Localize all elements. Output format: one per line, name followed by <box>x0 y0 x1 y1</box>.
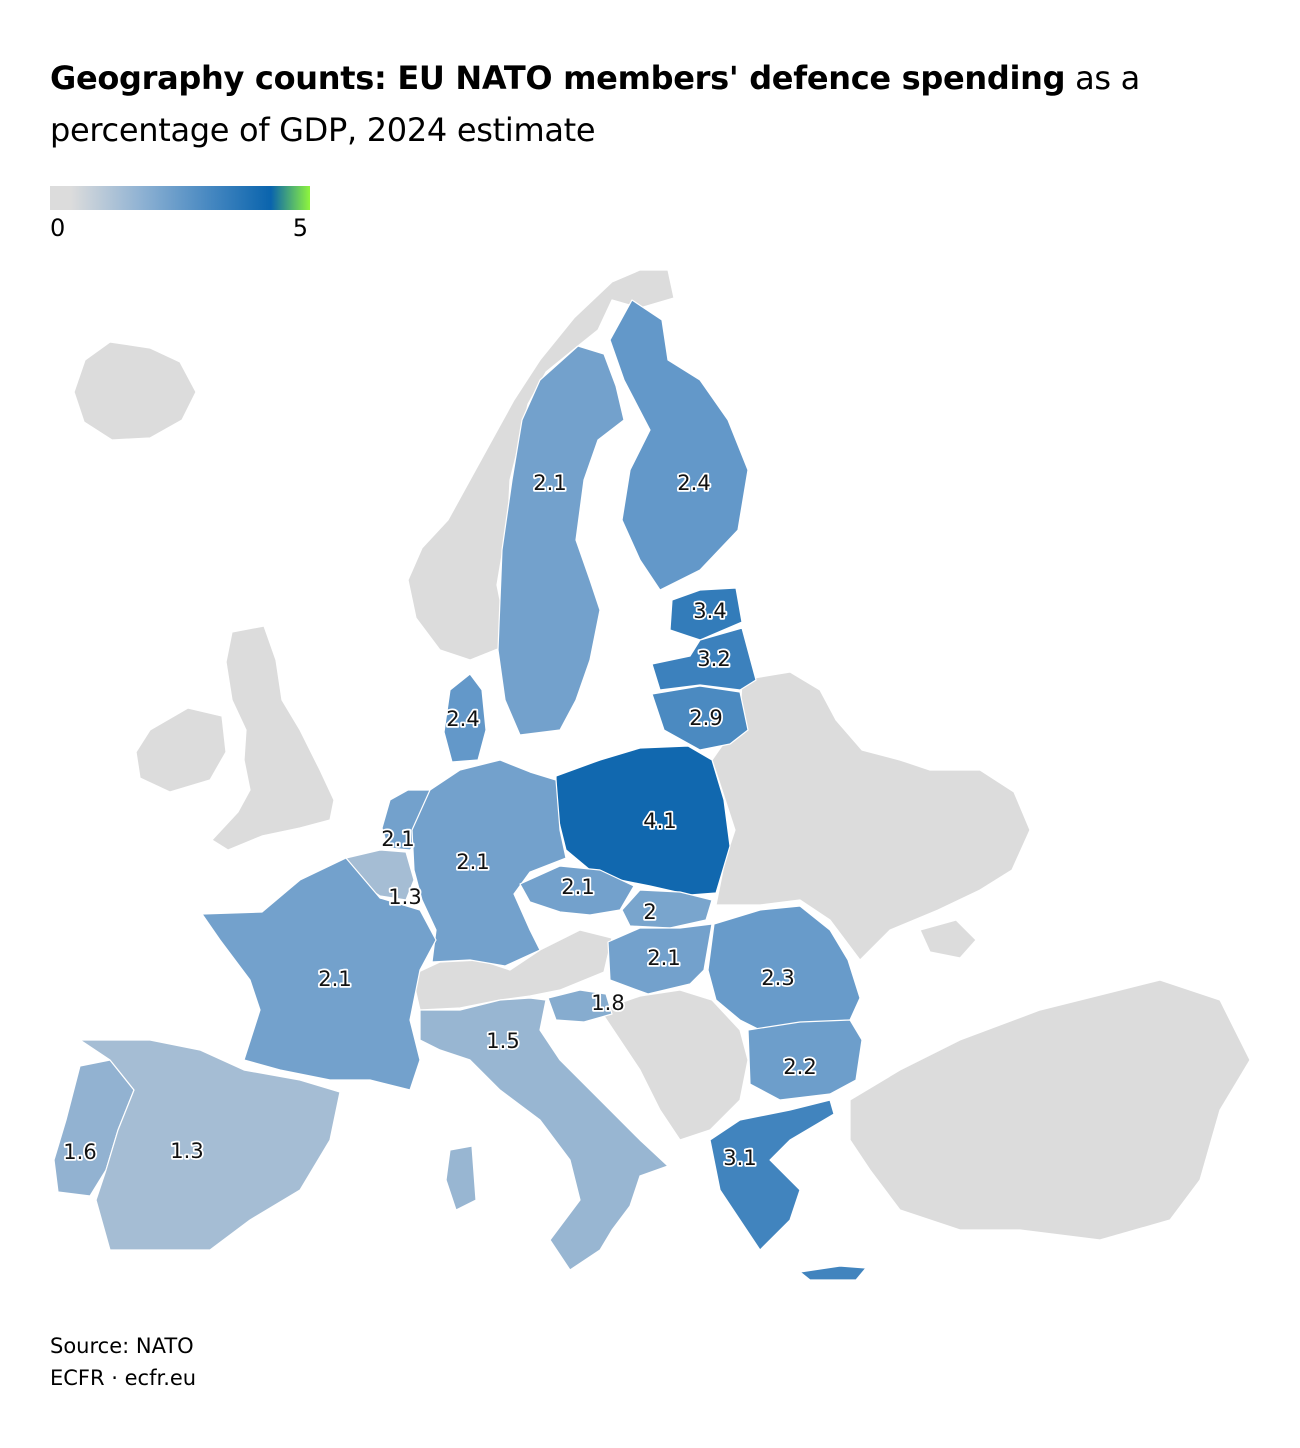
label-spain: 1.3 <box>170 1139 203 1163</box>
label-hungary: 2.1 <box>647 946 680 970</box>
country-czechia <box>519 865 635 916</box>
no-data-regions <box>73 269 1251 1241</box>
chart-title: Geography counts: EU NATO members' defen… <box>50 52 1250 156</box>
turkey-shape <box>849 979 1251 1241</box>
label-germany: 2.1 <box>456 850 489 874</box>
legend-gradient-bar <box>50 186 310 210</box>
country-france <box>201 857 437 1091</box>
country-crete <box>799 1265 867 1281</box>
label-bulgaria: 2.2 <box>783 1055 816 1079</box>
country-estonia <box>669 587 743 641</box>
color-legend: 0 5 <box>50 186 310 242</box>
source-line: Source: NATO <box>50 1334 194 1358</box>
country-greece <box>709 1099 835 1251</box>
country-denmark <box>443 673 487 763</box>
country-germany <box>411 759 567 967</box>
label-denmark: 2.4 <box>446 707 479 731</box>
label-greece: 3.1 <box>723 1146 756 1170</box>
legend-max-label: 5 <box>292 214 308 242</box>
country-hungary <box>607 923 713 995</box>
legend-min-label: 0 <box>50 214 66 242</box>
country-finland <box>609 299 749 591</box>
label-sweden: 2.1 <box>533 471 566 495</box>
label-slovenia: 1.8 <box>591 991 624 1015</box>
country-bulgaria <box>747 1019 863 1101</box>
label-latvia: 3.2 <box>697 647 730 671</box>
label-lithuania: 2.9 <box>689 706 722 730</box>
label-italy: 1.5 <box>486 1029 519 1053</box>
title-rest: as a percentage of GDP, 2024 estimate <box>50 59 1140 149</box>
source-note: Source: NATO ECFR · ecfr.eu <box>50 1330 196 1394</box>
label-czechia: 2.1 <box>561 875 594 899</box>
country-slovenia <box>547 989 613 1023</box>
member-states <box>53 299 867 1281</box>
ireland-shape <box>135 707 227 793</box>
label-portugal: 1.6 <box>63 1140 96 1164</box>
label-finland: 2.4 <box>677 471 710 495</box>
credit-line: ECFR · ecfr.eu <box>50 1366 197 1390</box>
country-slovakia <box>621 889 713 929</box>
country-lithuania <box>651 685 749 751</box>
country-latvia <box>651 627 757 691</box>
country-poland <box>555 745 731 896</box>
country-spain <box>79 1039 341 1251</box>
value-labels: 2.1 2.4 3.4 3.2 2.9 2.4 4.1 2.1 1.3 2.1 … <box>62 469 819 1172</box>
balkans-shape <box>599 989 749 1141</box>
label-romania: 2.3 <box>761 966 794 990</box>
title-bold: Geography counts: EU NATO members' defen… <box>50 59 1066 97</box>
crimea-shape <box>919 919 977 959</box>
label-estonia: 3.4 <box>693 599 726 623</box>
label-france: 2.1 <box>318 967 351 991</box>
label-slovakia: 2 <box>643 900 656 924</box>
country-sardinia <box>445 1145 477 1211</box>
country-sweden <box>497 345 625 736</box>
label-netherlands: 2.1 <box>381 827 414 851</box>
uk-shape <box>211 625 335 851</box>
iceland-shape <box>73 341 197 441</box>
eastern-europe-shape <box>711 671 1031 961</box>
country-italy <box>419 997 669 1271</box>
label-poland: 4.1 <box>643 809 676 833</box>
label-belgium: 1.3 <box>388 885 421 909</box>
